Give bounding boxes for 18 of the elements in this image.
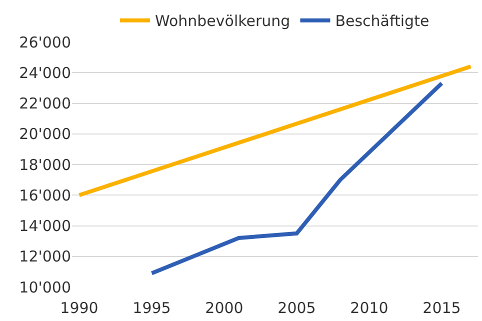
x-tick-label: 1990 — [60, 299, 98, 317]
y-tick-label: 26'000 — [19, 33, 71, 52]
line-series — [150, 81, 444, 276]
y-tick-label: 24'000 — [19, 64, 71, 82]
x-tick-label: 2000 — [205, 299, 244, 317]
y-tick-label: 20'000 — [19, 125, 71, 144]
y-tick-label: 12'000 — [19, 248, 71, 266]
y-tick-label: 22'000 — [19, 94, 71, 112]
x-tick-label: 2015 — [422, 299, 461, 317]
y-tick-label: 16'000 — [19, 186, 71, 204]
legend-label: Wohnbevölkerung — [155, 12, 290, 30]
legend-label: Beschäftigte — [335, 12, 430, 30]
y-tick-label: 14'000 — [19, 217, 71, 235]
x-tick-label: 2005 — [278, 299, 316, 317]
y-tick-label: 18'000 — [19, 156, 71, 174]
y-tick-label: 10'000 — [19, 278, 71, 296]
x-tick-label: 1995 — [132, 299, 171, 317]
x-tick-label: 2010 — [350, 299, 388, 317]
